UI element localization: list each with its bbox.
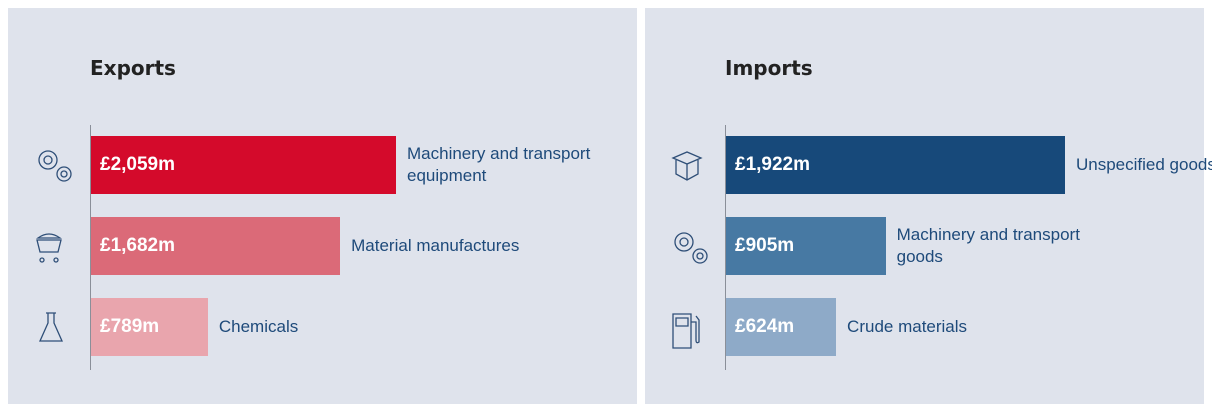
bar [726, 136, 1065, 194]
value-label: £2,059m [100, 154, 176, 175]
fuel-pump-icon [672, 313, 700, 349]
axis-line [90, 125, 91, 370]
cart-icon [35, 233, 63, 263]
gears-icon [674, 232, 708, 264]
category-label: Machinery and transport equipment [407, 144, 591, 185]
bar [91, 298, 208, 356]
category-label: Machinery and transport goods [896, 225, 1080, 266]
axis-line [725, 125, 726, 370]
box-icon [671, 151, 703, 181]
bar [726, 298, 837, 356]
bar [91, 136, 396, 194]
value-label: £905m [735, 235, 795, 256]
value-label: £1,682m [100, 235, 176, 256]
category-label: Chemicals [218, 317, 299, 336]
gears-icon [38, 150, 72, 182]
bar [91, 217, 341, 275]
value-label: £624m [735, 316, 795, 337]
value-label: £1,922m [735, 154, 811, 175]
bar [726, 217, 886, 275]
flask-icon [38, 312, 64, 342]
category-label: Material manufactures [351, 236, 520, 255]
chart-title: Exports [90, 56, 176, 80]
chart-title: Imports [725, 56, 813, 80]
category-label: Unspecified goods [1076, 155, 1212, 174]
category-label: Crude materials [847, 317, 968, 336]
value-label: £789m [100, 316, 160, 337]
